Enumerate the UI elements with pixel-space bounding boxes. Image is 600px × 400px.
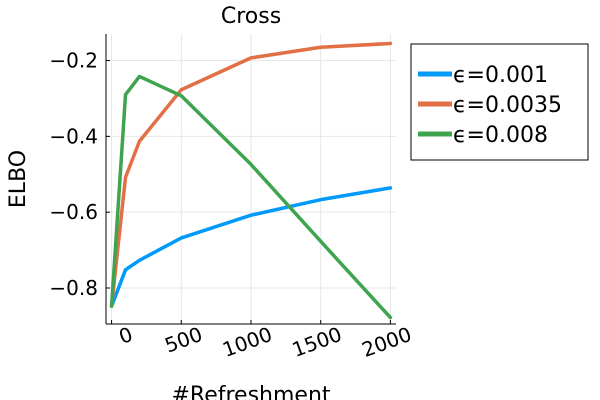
series-line-1: [109, 41, 393, 308]
y-tick-label-0: −0.8: [49, 276, 98, 300]
series-line-2: [109, 74, 393, 320]
legend: ϵ=0.001 ϵ=0.0035 ϵ=0.008: [410, 43, 589, 161]
x-tick-label-4: 2000: [359, 322, 415, 362]
plot-lines: [109, 41, 393, 320]
x-axis-title: #Refreshment: [171, 383, 330, 400]
x-tick-label-2: 1000: [219, 322, 275, 362]
x-tick-label-1: 500: [161, 322, 205, 358]
grid: [106, 34, 396, 324]
x-axis-ticks: 0 500 1000 1500 2000: [111, 320, 415, 362]
x-tick-label-0: 0: [116, 322, 136, 349]
y-tick-label-1: −0.6: [49, 200, 98, 224]
y-tick-label-2: −0.4: [49, 124, 98, 148]
x-tick-label-3: 1500: [289, 322, 345, 362]
y-axis-ticks: −0.8 −0.6 −0.4 −0.2: [49, 49, 110, 300]
legend-label-0: ϵ=0.001: [453, 63, 548, 88]
legend-label-2: ϵ=0.008: [453, 123, 548, 148]
legend-label-1: ϵ=0.0035: [453, 93, 562, 118]
y-axis-title: ELBO: [6, 150, 31, 208]
chart-title: Cross: [221, 4, 281, 29]
series-line-0: [109, 186, 393, 308]
y-tick-label-3: −0.2: [49, 49, 98, 73]
